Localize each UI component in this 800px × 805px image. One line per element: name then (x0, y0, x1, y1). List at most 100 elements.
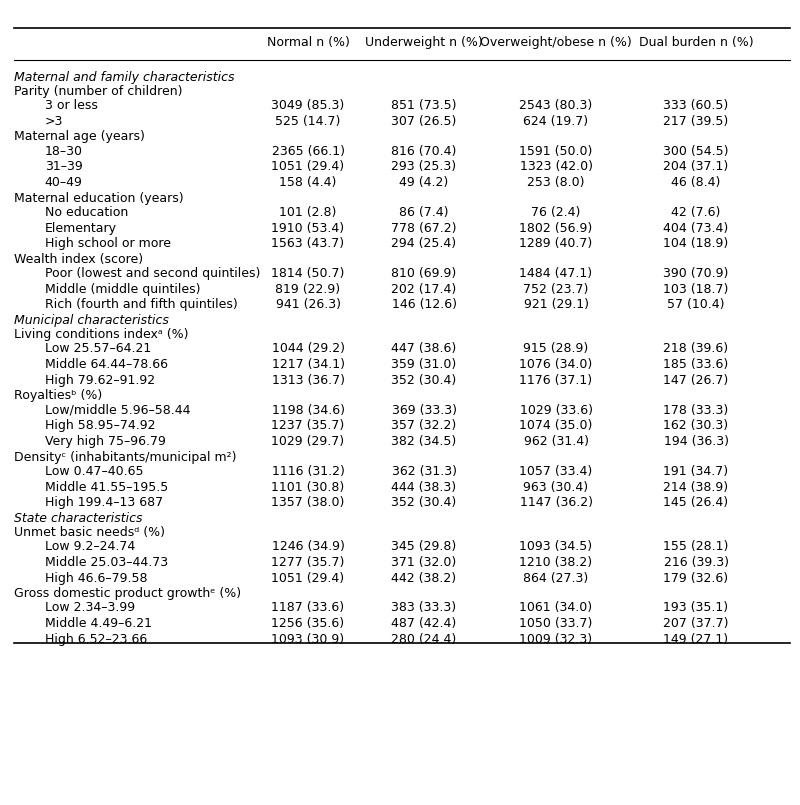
Text: 86 (7.4): 86 (7.4) (399, 206, 449, 219)
Text: 217 (39.5): 217 (39.5) (663, 115, 729, 128)
Text: 280 (24.4): 280 (24.4) (391, 633, 457, 646)
Text: 193 (35.1): 193 (35.1) (663, 601, 729, 614)
Text: Maternal age (years): Maternal age (years) (14, 130, 146, 143)
Text: Poor (lowest and second quintiles): Poor (lowest and second quintiles) (45, 267, 260, 280)
Text: 1217 (34.1): 1217 (34.1) (271, 358, 345, 371)
Text: 345 (29.8): 345 (29.8) (391, 540, 457, 553)
Text: 1057 (33.4): 1057 (33.4) (519, 464, 593, 478)
Text: Maternal education (years): Maternal education (years) (14, 192, 184, 204)
Text: 253 (8.0): 253 (8.0) (527, 176, 585, 189)
Text: 371 (32.0): 371 (32.0) (391, 556, 457, 569)
Text: 447 (38.6): 447 (38.6) (391, 342, 457, 355)
Text: 444 (38.3): 444 (38.3) (391, 481, 457, 493)
Text: 752 (23.7): 752 (23.7) (523, 283, 589, 295)
Text: 352 (30.4): 352 (30.4) (391, 374, 457, 386)
Text: 76 (2.4): 76 (2.4) (531, 206, 581, 219)
Text: 1076 (34.0): 1076 (34.0) (519, 358, 593, 371)
Text: 103 (18.7): 103 (18.7) (663, 283, 729, 295)
Text: No education: No education (45, 206, 128, 219)
Text: 307 (26.5): 307 (26.5) (391, 115, 457, 128)
Text: 1147 (36.2): 1147 (36.2) (519, 496, 593, 510)
Text: 1029 (33.6): 1029 (33.6) (519, 403, 593, 417)
Text: Low 25.57–64.21: Low 25.57–64.21 (45, 342, 151, 355)
Text: 46 (8.4): 46 (8.4) (671, 176, 721, 189)
Text: 1563 (43.7): 1563 (43.7) (271, 237, 345, 250)
Text: 162 (30.3): 162 (30.3) (663, 419, 729, 432)
Text: 194 (36.3): 194 (36.3) (663, 435, 729, 448)
Text: 40–49: 40–49 (45, 176, 82, 189)
Text: High 199.4–13 687: High 199.4–13 687 (45, 496, 163, 510)
Text: 333 (60.5): 333 (60.5) (663, 99, 729, 112)
Text: 962 (31.4): 962 (31.4) (523, 435, 589, 448)
Text: Low 9.2–24.74: Low 9.2–24.74 (45, 540, 135, 553)
Text: Parity (number of children): Parity (number of children) (14, 85, 183, 98)
Text: High school or more: High school or more (45, 237, 171, 250)
Text: 810 (69.9): 810 (69.9) (391, 267, 457, 280)
Text: 101 (2.8): 101 (2.8) (279, 206, 337, 219)
Text: 57 (10.4): 57 (10.4) (667, 299, 725, 312)
Text: 1187 (33.6): 1187 (33.6) (271, 601, 345, 614)
Text: Middle 25.03–44.73: Middle 25.03–44.73 (45, 556, 168, 569)
Text: >3: >3 (45, 115, 63, 128)
Text: Very high 75–96.79: Very high 75–96.79 (45, 435, 166, 448)
Text: 1061 (34.0): 1061 (34.0) (519, 601, 593, 614)
Text: 149 (27.1): 149 (27.1) (663, 633, 729, 646)
Text: 145 (26.4): 145 (26.4) (663, 496, 729, 510)
Text: Middle 64.44–78.66: Middle 64.44–78.66 (45, 358, 168, 371)
Text: Middle 4.49–6.21: Middle 4.49–6.21 (45, 617, 152, 630)
Text: 1246 (34.9): 1246 (34.9) (271, 540, 345, 553)
Text: 816 (70.4): 816 (70.4) (391, 145, 457, 158)
Text: 42 (7.6): 42 (7.6) (671, 206, 721, 219)
Text: 442 (38.2): 442 (38.2) (391, 572, 457, 584)
Text: 1101 (30.8): 1101 (30.8) (271, 481, 345, 493)
Text: 851 (73.5): 851 (73.5) (391, 99, 457, 112)
Text: 1357 (38.0): 1357 (38.0) (271, 496, 345, 510)
Text: 1009 (32.3): 1009 (32.3) (519, 633, 593, 646)
Text: 18–30: 18–30 (45, 145, 83, 158)
Text: 147 (26.7): 147 (26.7) (663, 374, 729, 386)
Text: 1591 (50.0): 1591 (50.0) (519, 145, 593, 158)
Text: 525 (14.7): 525 (14.7) (275, 115, 341, 128)
Text: 293 (25.3): 293 (25.3) (391, 160, 457, 173)
Text: 179 (32.6): 179 (32.6) (663, 572, 729, 584)
Text: 204 (37.1): 204 (37.1) (663, 160, 729, 173)
Text: 3049 (85.3): 3049 (85.3) (271, 99, 345, 112)
Text: 218 (39.6): 218 (39.6) (663, 342, 729, 355)
Text: 207 (37.7): 207 (37.7) (663, 617, 729, 630)
Text: 191 (34.7): 191 (34.7) (663, 464, 729, 478)
Text: Municipal characteristics: Municipal characteristics (14, 314, 170, 327)
Text: 1074 (35.0): 1074 (35.0) (519, 419, 593, 432)
Text: 185 (33.6): 185 (33.6) (663, 358, 729, 371)
Text: 819 (22.9): 819 (22.9) (275, 283, 341, 295)
Text: 214 (38.9): 214 (38.9) (663, 481, 729, 493)
Text: 624 (19.7): 624 (19.7) (523, 115, 589, 128)
Text: 1323 (42.0): 1323 (42.0) (519, 160, 593, 173)
Text: Living conditions indexᵃ (%): Living conditions indexᵃ (%) (14, 328, 189, 341)
Text: 1484 (47.1): 1484 (47.1) (519, 267, 593, 280)
Text: Elementary: Elementary (45, 221, 117, 234)
Text: 864 (27.3): 864 (27.3) (523, 572, 589, 584)
Text: 963 (30.4): 963 (30.4) (523, 481, 589, 493)
Text: Densityᶜ (inhabitants/municipal m²): Densityᶜ (inhabitants/municipal m²) (14, 451, 237, 464)
Text: 1051 (29.4): 1051 (29.4) (271, 572, 345, 584)
Text: 158 (4.4): 158 (4.4) (279, 176, 337, 189)
Text: 362 (31.3): 362 (31.3) (391, 464, 457, 478)
Text: High 6.52–23.66: High 6.52–23.66 (45, 633, 147, 646)
Text: High 46.6–79.58: High 46.6–79.58 (45, 572, 147, 584)
Text: Low/middle 5.96–58.44: Low/middle 5.96–58.44 (45, 403, 190, 417)
Text: 1044 (29.2): 1044 (29.2) (271, 342, 345, 355)
Text: 1289 (40.7): 1289 (40.7) (519, 237, 593, 250)
Text: Middle 41.55–195.5: Middle 41.55–195.5 (45, 481, 168, 493)
Text: 1116 (31.2): 1116 (31.2) (271, 464, 345, 478)
Text: 778 (67.2): 778 (67.2) (391, 221, 457, 234)
Text: 1313 (36.7): 1313 (36.7) (271, 374, 345, 386)
Text: 487 (42.4): 487 (42.4) (391, 617, 457, 630)
Text: Dual burden n (%): Dual burden n (%) (638, 36, 754, 49)
Text: 1256 (35.6): 1256 (35.6) (271, 617, 345, 630)
Text: 1051 (29.4): 1051 (29.4) (271, 160, 345, 173)
Text: Low 0.47–40.65: Low 0.47–40.65 (45, 464, 143, 478)
Text: 404 (73.4): 404 (73.4) (663, 221, 729, 234)
Text: Maternal and family characteristics: Maternal and family characteristics (14, 71, 235, 84)
Text: 352 (30.4): 352 (30.4) (391, 496, 457, 510)
Text: 104 (18.9): 104 (18.9) (663, 237, 729, 250)
